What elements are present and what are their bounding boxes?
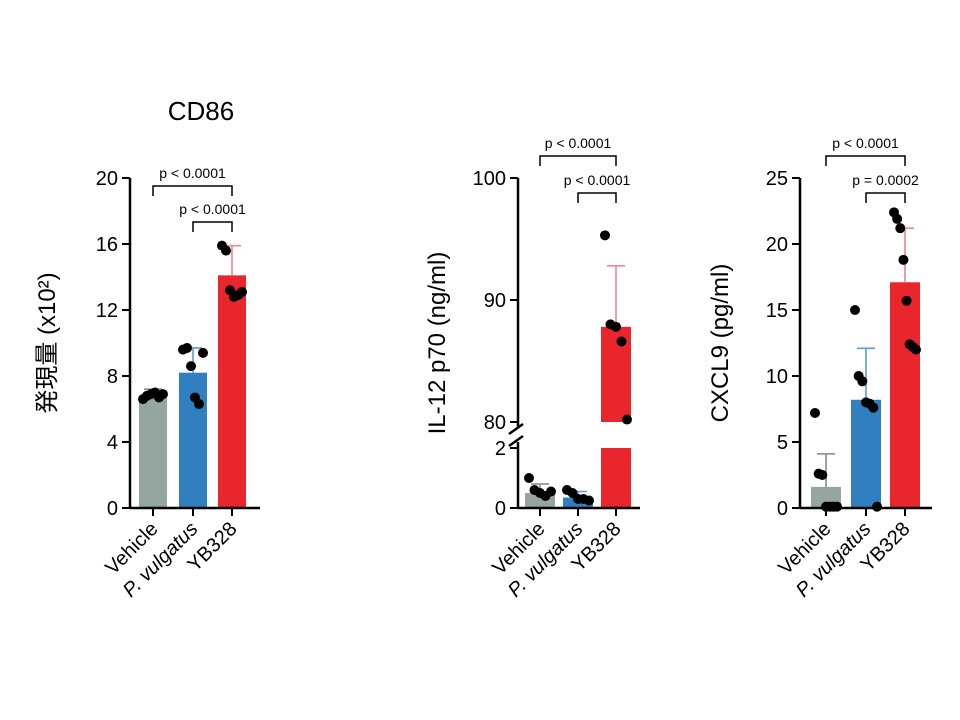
y-tick-label: 15 [766, 300, 788, 322]
data-point [221, 245, 231, 256]
bar-upper-segment [601, 326, 631, 422]
y-tick-label: 12 [96, 300, 118, 322]
y-axis-label: 発現量 (x10²) [34, 272, 61, 413]
significance-bracket [825, 155, 906, 166]
p-value-label: p < 0.0001 [832, 135, 899, 151]
y-tick-label: 5 [777, 432, 788, 454]
y-axis-label: IL-12 p70 (ng/ml) [424, 252, 451, 435]
y-tick-label: 2 [495, 438, 506, 460]
data-point [872, 501, 882, 512]
significance-bracket [577, 192, 617, 203]
data-point [895, 223, 906, 234]
significance-bracket [539, 155, 617, 166]
data-point [584, 495, 594, 506]
y-tick-label: 80 [484, 412, 506, 434]
bar [890, 282, 920, 508]
p-value-label: p < 0.0001 [545, 135, 612, 151]
bar [139, 397, 167, 508]
y-tick-label: 16 [96, 234, 118, 256]
data-point [600, 230, 610, 241]
bar-lower-segment [601, 448, 631, 508]
axis-break-mark [508, 434, 524, 448]
data-point [622, 414, 632, 425]
data-point [850, 305, 860, 315]
data-point [186, 361, 196, 372]
data-point [182, 342, 192, 353]
axis-break-mark [508, 422, 524, 436]
y-tick-label: 10 [766, 366, 788, 388]
data-point [158, 389, 168, 400]
data-point [817, 470, 828, 480]
y-tick-label: 0 [495, 498, 506, 520]
y-tick-label: 20 [766, 234, 788, 256]
data-point [611, 321, 621, 332]
y-tick-label: 0 [777, 498, 788, 520]
bar [218, 275, 246, 508]
data-point [868, 402, 879, 413]
bar [851, 399, 881, 508]
p-value-label: p < 0.0001 [159, 165, 226, 181]
data-point [857, 376, 868, 387]
y-tick-label: 4 [107, 432, 118, 454]
p-value-label: p < 0.0001 [179, 201, 246, 217]
data-point [524, 473, 534, 483]
data-point [237, 286, 247, 297]
chart-title: CD86 [168, 96, 234, 126]
y-axis-label: CXCL9 (pg/ml) [707, 264, 734, 423]
y-tick-label: 20 [96, 168, 118, 190]
data-point [911, 344, 921, 355]
significance-bracket [192, 221, 233, 232]
data-point [892, 213, 903, 224]
data-point [832, 501, 842, 512]
y-tick-label: 0 [107, 498, 118, 520]
data-point [901, 295, 912, 306]
data-point [810, 407, 820, 418]
data-point [194, 399, 204, 410]
y-tick-label: 90 [484, 290, 506, 312]
data-point [198, 347, 208, 358]
data-point [898, 254, 909, 265]
p-value-label: p = 0.0002 [852, 172, 919, 188]
y-tick-label: 100 [473, 168, 506, 190]
data-point [616, 336, 627, 347]
data-point [546, 486, 556, 497]
significance-bracket [865, 192, 906, 203]
significance-bracket [152, 185, 233, 196]
y-tick-label: 8 [107, 366, 118, 388]
p-value-label: p < 0.0001 [564, 172, 631, 188]
y-tick-label: 25 [766, 168, 788, 190]
